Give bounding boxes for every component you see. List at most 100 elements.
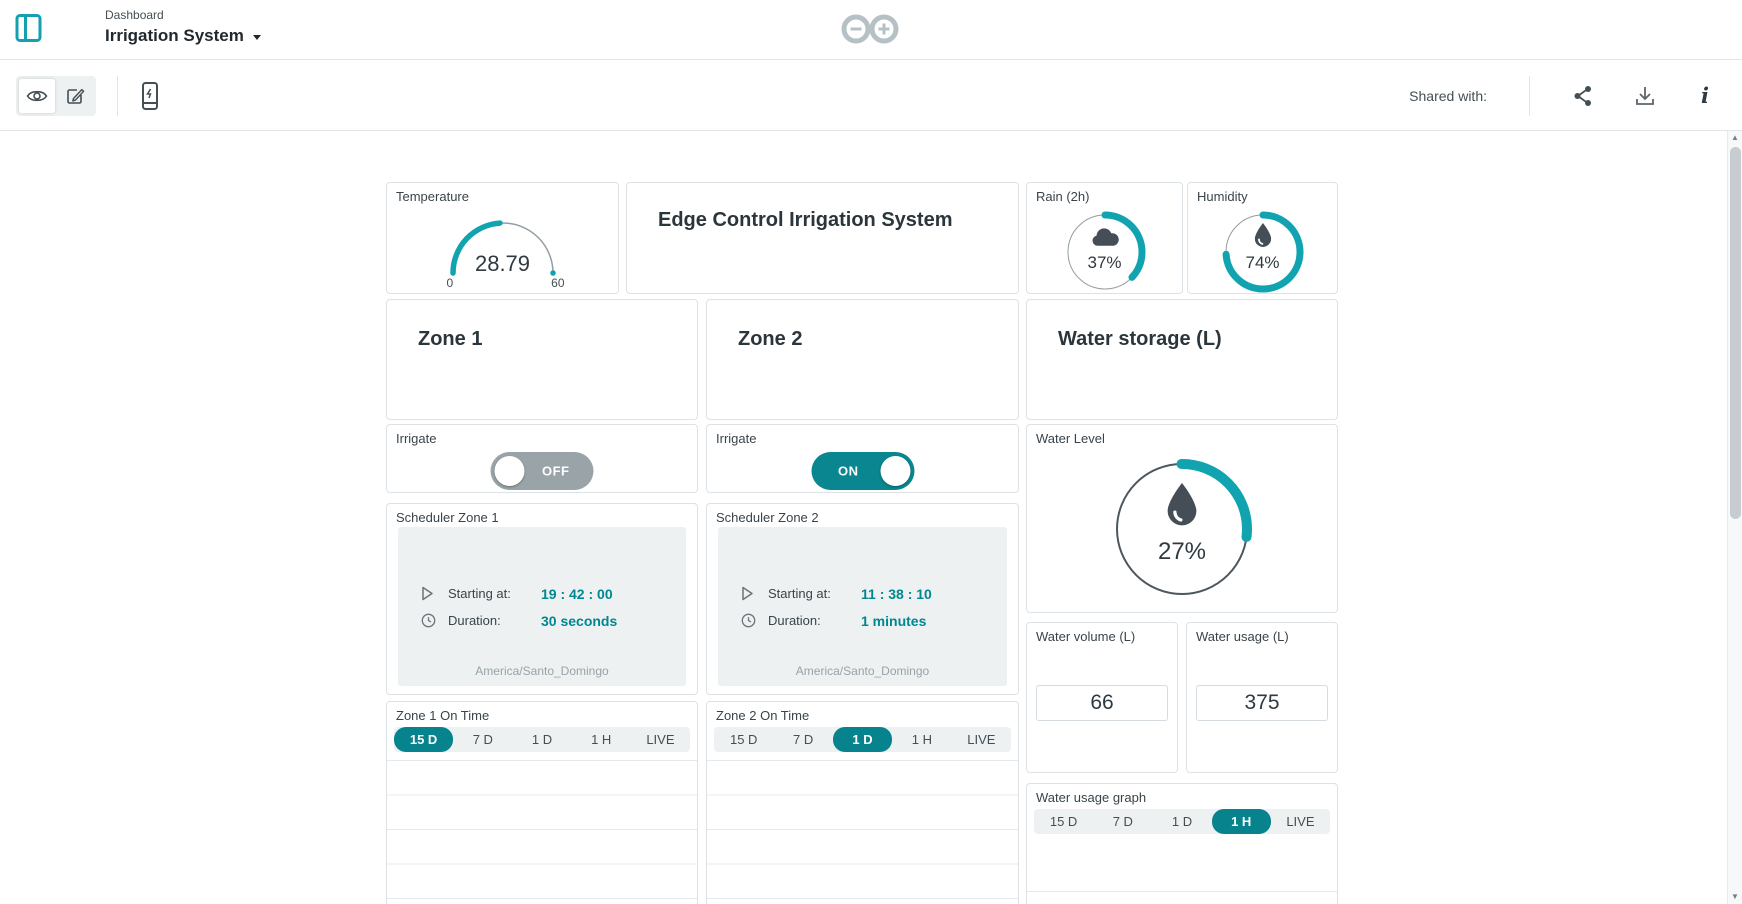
temperature-gauge: 28.79 0 60 <box>433 207 573 293</box>
dashboard-name-dropdown[interactable]: Irrigation System <box>105 26 261 46</box>
range-7d-button[interactable]: 7 D <box>1093 809 1152 834</box>
info-button[interactable]: i <box>1692 81 1722 111</box>
download-button[interactable] <box>1630 81 1660 111</box>
timezone-label: America/Santo_Domingo <box>475 664 609 678</box>
toggle-knob <box>494 456 525 486</box>
widget-label: Zone 2 On Time <box>716 708 810 723</box>
view-mode-button[interactable] <box>19 79 55 113</box>
range-1h-button[interactable]: 1 H <box>1211 809 1271 834</box>
app-header: Dashboard Irrigation System <box>0 0 1742 60</box>
chart-area <box>707 760 1018 904</box>
water-storage-title: Water storage (L) <box>1058 328 1222 350</box>
range-live-button[interactable]: LIVE <box>952 727 1011 752</box>
play-icon <box>741 586 758 601</box>
edit-mode-button[interactable] <box>57 79 93 113</box>
breadcrumb: Dashboard <box>105 8 164 22</box>
sidebar-toggle-icon[interactable] <box>13 13 45 45</box>
widget-scheduler-zone1: Scheduler Zone 1 Starting at: 19 : 42 : … <box>386 503 698 695</box>
widget-water-storage-header: Water storage (L) <box>1026 299 1338 420</box>
scrollbar-thumb[interactable] <box>1730 147 1741 519</box>
gauge-min-label: 0 <box>446 276 454 290</box>
range-15d-button[interactable]: 15 D <box>714 727 773 752</box>
toolbar: Shared with: i <box>0 61 1742 131</box>
widget-water-usage: Water usage (L) 375 <box>1186 622 1338 773</box>
widget-scheduler-zone2: Scheduler Zone 2 Starting at: 11 : 38 : … <box>706 503 1019 695</box>
toolbar-divider <box>1529 76 1530 116</box>
dashboard-title-text: Edge Control Irrigation System <box>658 209 953 231</box>
time-range-selector: 15 D 7 D 1 D 1 H LIVE <box>1034 809 1330 834</box>
page-title: Irrigation System <box>105 26 244 45</box>
chevron-down-icon <box>252 34 261 40</box>
range-1d-button[interactable]: 1 D <box>832 727 893 752</box>
zone1-title: Zone 1 <box>418 328 483 350</box>
range-15d-button[interactable]: 15 D <box>1034 809 1093 834</box>
clock-icon <box>421 613 438 628</box>
widget-label: Scheduler Zone 1 <box>396 510 499 525</box>
widget-label: Water Level <box>1036 431 1105 446</box>
scrollbar-up-arrow[interactable]: ▲ <box>1731 133 1739 142</box>
range-live-button[interactable]: LIVE <box>631 727 690 752</box>
range-1d-button[interactable]: 1 D <box>1152 809 1211 834</box>
range-15d-button[interactable]: 15 D <box>394 727 454 752</box>
temperature-value: 28.79 <box>474 251 531 276</box>
starting-at-label: Starting at: <box>768 586 831 601</box>
widget-label: Water usage (L) <box>1196 629 1289 644</box>
scrollbar-down-arrow[interactable]: ▼ <box>1731 892 1739 901</box>
range-7d-button[interactable]: 7 D <box>453 727 512 752</box>
duration-label: Duration: <box>448 613 501 628</box>
irrigate-zone1-toggle[interactable]: OFF <box>490 452 594 490</box>
toolbar-divider <box>117 76 118 116</box>
dashboard-title-block: Dashboard Irrigation System <box>105 8 261 46</box>
droplet-icon <box>1167 483 1197 526</box>
play-icon <box>421 586 438 601</box>
chart-area <box>1027 836 1337 904</box>
widget-label: Temperature <box>396 189 469 204</box>
time-range-selector: 15 D 7 D 1 D 1 H LIVE <box>714 727 1011 752</box>
water-level-gauge: 27% <box>1106 453 1258 605</box>
widget-label: Zone 1 On Time <box>396 708 490 723</box>
rain-gauge: 37% <box>1063 210 1147 294</box>
widget-humidity: Humidity 74% <box>1187 182 1338 294</box>
widget-zone2-header: Zone 2 <box>706 299 1019 420</box>
widget-zone1-on-time-chart: Zone 1 On Time 15 D 7 D 1 D 1 H LIVE <box>386 701 698 904</box>
toggle-state-label: ON <box>838 463 859 479</box>
scheduler-duration-row: Duration: 30 seconds <box>421 607 678 634</box>
range-1h-button[interactable]: 1 H <box>572 727 631 752</box>
toggle-knob <box>880 456 910 486</box>
water-usage-value-field[interactable]: 375 <box>1196 685 1328 721</box>
info-icon: i <box>1701 84 1709 108</box>
share-button[interactable] <box>1568 81 1598 111</box>
starting-at-value: 19 : 42 : 00 <box>541 585 613 602</box>
starting-at-value: 11 : 38 : 10 <box>861 585 932 602</box>
range-1d-button[interactable]: 1 D <box>512 727 571 752</box>
arduino-logo-icon <box>838 11 904 52</box>
mobile-preview-button[interactable] <box>134 81 166 113</box>
widget-label: Irrigate <box>716 431 757 446</box>
range-1h-button[interactable]: 1 H <box>892 727 951 752</box>
widget-label: Scheduler Zone 2 <box>716 510 819 525</box>
humidity-value: 74% <box>1245 253 1280 272</box>
toolbar-right: Shared with: i <box>1409 61 1722 131</box>
range-live-button[interactable]: LIVE <box>1271 809 1330 834</box>
scheduler-duration-row: Duration: 1 minutes <box>741 607 999 634</box>
download-icon <box>1636 87 1654 105</box>
widget-zone1-header: Zone 1 <box>386 299 698 420</box>
widget-dashboard-title: Edge Control Irrigation System <box>626 182 1019 294</box>
dashboard-canvas: Temperature 28.79 0 60 Edge Control Irri… <box>0 131 1742 904</box>
gauge-max-label: 60 <box>551 276 565 290</box>
svg-text:i: i <box>1701 84 1709 108</box>
irrigate-zone2-toggle[interactable]: ON <box>811 452 914 490</box>
vertical-scrollbar: ▲ ▼ <box>1727 131 1742 904</box>
timezone-label: America/Santo_Domingo <box>795 664 930 678</box>
range-7d-button[interactable]: 7 D <box>773 727 832 752</box>
cloud-icon <box>1092 228 1119 246</box>
shared-with-label: Shared with: <box>1409 88 1487 104</box>
zone2-title: Zone 2 <box>738 328 803 350</box>
duration-value: 30 seconds <box>541 612 618 629</box>
water-volume-value-field[interactable]: 66 <box>1036 685 1168 721</box>
widget-irrigate-zone2: Irrigate ON <box>706 424 1019 493</box>
widget-zone2-on-time-chart: Zone 2 On Time 15 D 7 D 1 D 1 H LIVE <box>706 701 1019 904</box>
scheduler-start-row: Starting at: 11 : 38 : 10 <box>741 580 999 607</box>
scheduler-start-row: Starting at: 19 : 42 : 00 <box>421 580 678 607</box>
humidity-gauge: 74% <box>1221 210 1305 294</box>
